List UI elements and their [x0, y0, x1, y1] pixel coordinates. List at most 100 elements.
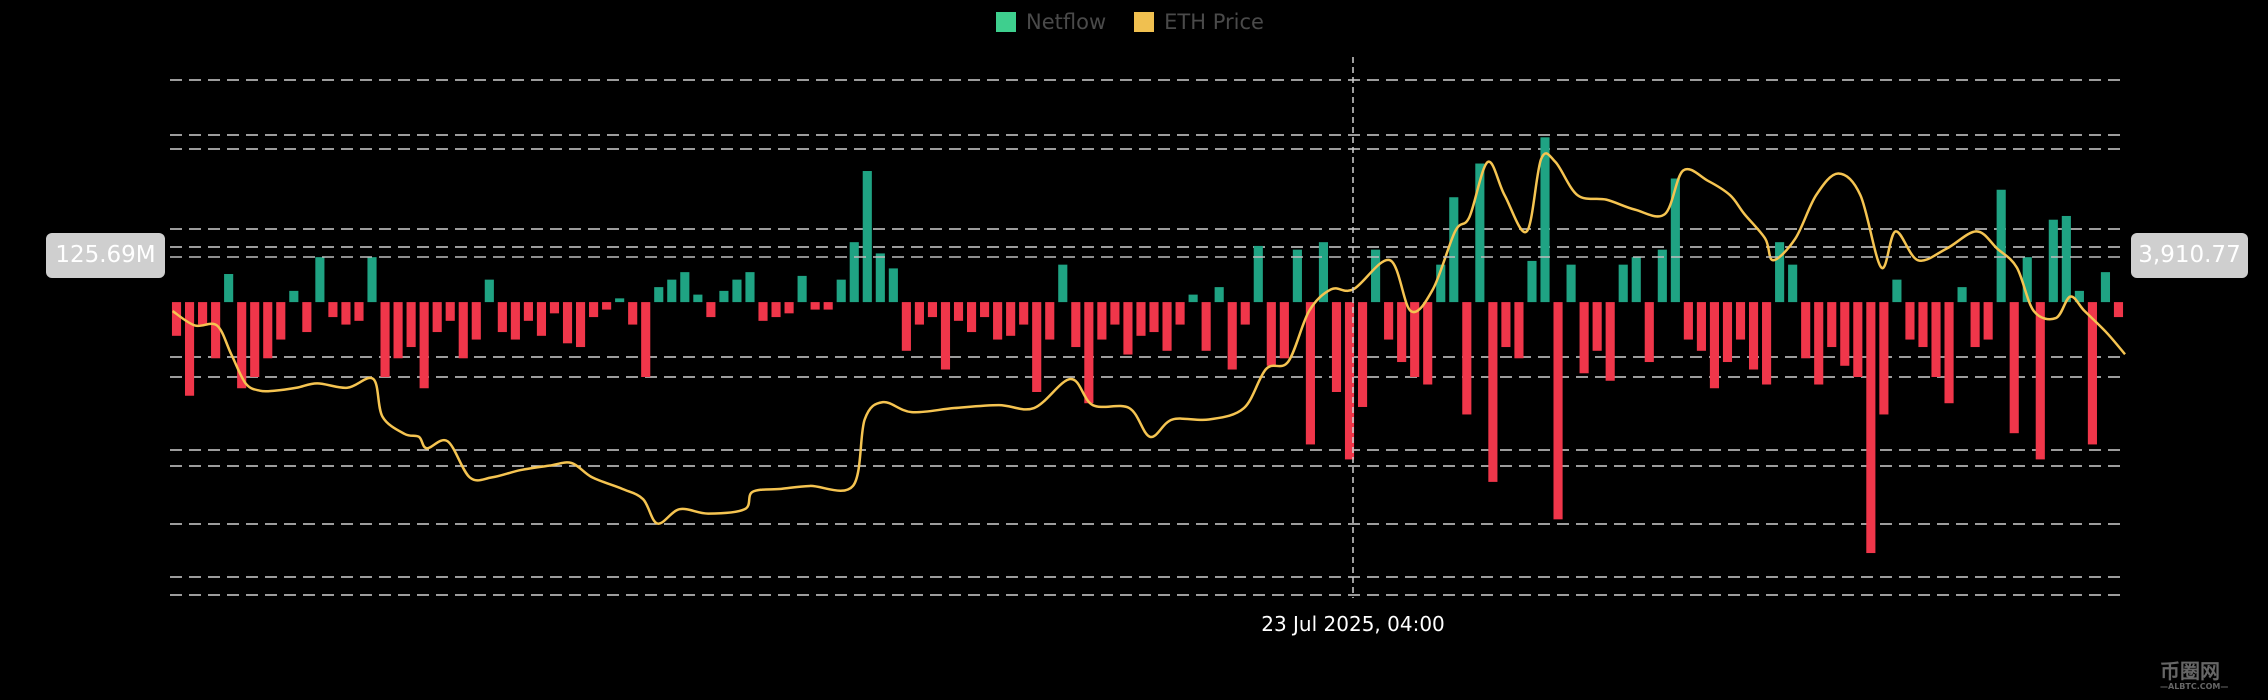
netflow-bar-negative — [432, 302, 442, 333]
netflow-bar-negative — [497, 302, 507, 333]
netflow-bar-positive — [1892, 279, 1902, 303]
netflow-bar-negative — [758, 302, 768, 321]
netflow-bar-negative — [784, 302, 794, 314]
netflow-bar-negative — [1397, 302, 1407, 363]
netflow-bar-negative — [211, 302, 221, 359]
netflow-bar-positive — [1996, 189, 2006, 303]
netflow-bar-positive — [224, 274, 234, 303]
netflow-bar-negative — [1019, 302, 1029, 325]
netflow-bar-positive — [1527, 260, 1537, 303]
netflow-bar-negative — [1462, 302, 1472, 415]
netflow-swatch-icon — [996, 12, 1016, 32]
netflow-bar-negative — [1879, 302, 1889, 415]
netflow-bar-positive — [1631, 257, 1641, 303]
netflow-bar-negative — [1905, 302, 1915, 340]
netflow-bar-positive — [1292, 249, 1302, 303]
netflow-bar-positive — [875, 253, 885, 303]
netflow-bar-negative — [1748, 302, 1759, 370]
netflow-bar-negative — [263, 302, 273, 359]
watermark-logo: 币圈网 —ALBTC.COM— — [2160, 659, 2229, 691]
netflow-bar-negative — [1488, 302, 1498, 482]
netflow-bar-negative — [1553, 302, 1563, 520]
netflow-bar-positive — [836, 279, 846, 303]
netflow-bar-positive — [1618, 264, 1628, 303]
netflow-bar-positive — [1253, 245, 1263, 303]
netflow-bar-negative — [1696, 302, 1706, 351]
netflow-bar-negative — [940, 302, 951, 370]
netflow-bar-negative — [1136, 302, 1146, 336]
legend-eth-price[interactable]: ETH Price — [1134, 10, 1264, 34]
crosshair-x-label: 23 Jul 2025, 04:00 — [1261, 612, 1445, 636]
netflow-bar-negative — [458, 302, 468, 359]
netflow-bar-negative — [914, 302, 924, 325]
netflow-bar-negative — [1501, 302, 1511, 348]
legend-netflow[interactable]: Netflow — [996, 10, 1106, 34]
netflow-bar-negative — [1683, 302, 1693, 340]
netflow-bar-negative — [628, 302, 638, 325]
netflow-bar-negative — [2009, 302, 2019, 434]
netflow-bar-negative — [901, 302, 911, 351]
crosshair-price-tag: 3,910.77 — [2131, 233, 2248, 278]
crosshair-netflow-tag: 125.69M — [46, 233, 165, 278]
netflow-bar-positive — [484, 279, 494, 303]
netflow-bar-negative — [1709, 302, 1720, 389]
netflow-bars — [171, 137, 2124, 554]
netflow-bar-positive — [1214, 287, 1224, 303]
netflow-bar-negative — [406, 302, 416, 348]
netflow-bar-negative — [1201, 302, 1211, 351]
netflow-bar-negative — [1762, 302, 1772, 385]
netflow-bar-negative — [1592, 302, 1602, 351]
netflow-bar-negative — [445, 302, 455, 321]
netflow-bar-negative — [1944, 302, 1954, 404]
netflow-bar-negative — [1514, 302, 1524, 359]
netflow-bar-negative — [1032, 302, 1042, 392]
netflow-bar-negative — [1801, 302, 1811, 359]
netflow-bar-positive — [745, 272, 755, 303]
netflow-bar-negative — [1423, 302, 1433, 385]
netflow-bar-negative — [1866, 302, 1876, 554]
netflow-bar-negative — [198, 302, 208, 325]
netflow-bar-negative — [393, 302, 403, 359]
netflow-bar-negative — [1097, 302, 1107, 340]
netflow-bar-negative — [1735, 302, 1746, 340]
netflow-bar-negative — [589, 302, 599, 318]
netflow-bar-negative — [1006, 302, 1016, 336]
netflow-bar-positive — [2061, 215, 2071, 303]
netflow-bar-negative — [966, 302, 977, 333]
netflow-bar-negative — [1331, 302, 1342, 392]
netflow-bar-positive — [1188, 294, 1198, 303]
netflow-bar-positive — [1475, 163, 1485, 303]
netflow-bar-positive — [1058, 264, 1068, 303]
netflow-bar-negative — [1266, 302, 1276, 366]
netflow-bar-negative — [575, 302, 586, 348]
netflow-bar-negative — [354, 302, 364, 321]
netflow-bar-negative — [536, 302, 547, 336]
netflow-bar-positive — [367, 257, 377, 303]
netflow-bar-negative — [953, 302, 964, 321]
netflow-bar-negative — [1827, 302, 1837, 348]
netflow-bar-negative — [1110, 302, 1120, 325]
netflow-bar-negative — [1045, 302, 1055, 340]
netflow-bar-positive — [849, 242, 859, 303]
netflow-bar-negative — [641, 302, 651, 378]
netflow-bar-positive — [289, 290, 299, 303]
netflow-bar-negative — [1123, 302, 1133, 355]
netflow-bar-negative — [562, 302, 573, 344]
netflow-bar-negative — [993, 302, 1003, 340]
netflow-bar-negative — [1305, 302, 1315, 445]
netflow-bar-positive — [1318, 242, 1329, 303]
netflow-bar-negative — [823, 302, 833, 310]
netflow-bar-positive — [1775, 242, 1785, 303]
netflow-bar-negative — [276, 302, 286, 340]
netflow-bar-negative — [419, 302, 429, 389]
netflow-bar-negative — [1918, 302, 1928, 348]
netflow-bar-negative — [602, 302, 612, 310]
netflow-bar-positive — [615, 298, 625, 303]
netflow-bar-negative — [1344, 302, 1355, 460]
legend: Netflow ETH Price — [996, 10, 1264, 34]
netflow-bar-positive — [1566, 264, 1576, 303]
netflow-bar-negative — [2087, 302, 2097, 445]
netflow-bar-negative — [471, 302, 481, 340]
netflow-bar-negative — [1227, 302, 1237, 370]
